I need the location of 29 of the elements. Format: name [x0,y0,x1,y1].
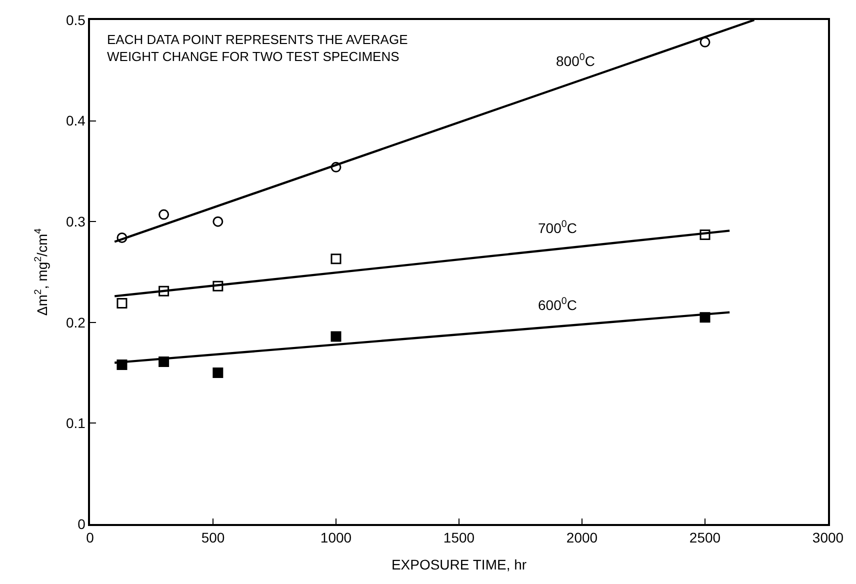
point [212,280,224,292]
point [700,229,710,240]
annotation: EACH DATA POINT REPRESENTS THE AVERAGE WEIGHT CHANGE FOR TWO TEST SPECIMENS [107,32,408,64]
y-tick-label: 0.4 [66,112,86,129]
point [158,286,170,296]
y-tick-label: 0.5 [66,12,86,28]
x-tick-label: 2000 [566,530,598,546]
series-label: 800$^{0}$C [556,52,595,69]
point [330,254,342,264]
point [158,209,170,220]
point [116,298,128,308]
point [330,331,342,342]
y-tick-label: 0.1 [66,415,86,432]
x-tick-label: 2500 [689,530,721,546]
point [212,368,224,378]
x-tick-label: 1500 [443,530,475,546]
y-tick-label: 0.2 [66,314,86,330]
series-label: 600$^{0}$C [538,296,577,313]
x-tick-label: 500 [201,530,225,546]
x-tick-label: 1000 [320,530,352,546]
x-tick-label: 3000 [812,530,844,546]
point [700,36,710,48]
point [116,232,128,243]
point [212,216,224,227]
y-tick-label: 0 [78,516,86,532]
x-axis-title: EXPOSURE TIME, hr [391,556,527,572]
y-tick-label: 0.3 [66,214,86,230]
point [330,162,342,172]
series-label: 700$^{0}$C [538,219,577,236]
